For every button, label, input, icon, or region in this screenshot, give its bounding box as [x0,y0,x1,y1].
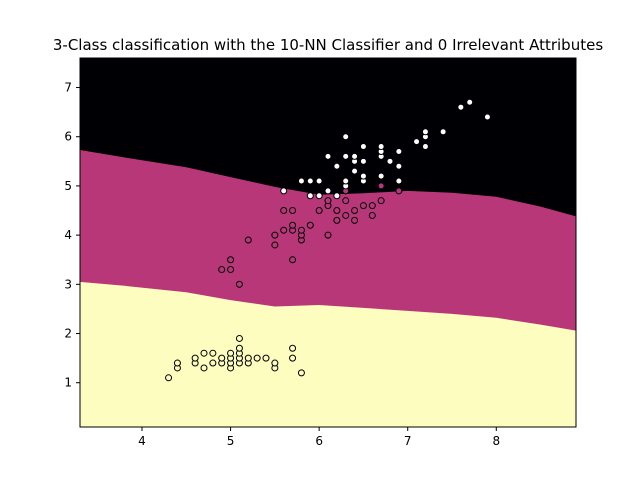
point-class-2 [439,128,447,136]
point-class-0 [227,349,235,357]
point-class-1 [289,256,297,264]
data-points [165,98,491,382]
point-class-1 [280,226,288,234]
point-class-2 [342,133,350,141]
x-axis: 4 5 6 7 8 [138,427,500,448]
point-class-2 [359,157,367,165]
point-class-2 [297,177,305,185]
point-class-1 [342,211,350,219]
point-class-2 [351,152,359,160]
point-class-1 [368,211,376,219]
point-class-2 [377,143,385,151]
point-class-1 [342,197,350,205]
point-class-2 [315,177,323,185]
point-class-1 [377,182,385,190]
point-class-0 [297,369,305,377]
y-tick-label: 3 [64,277,72,291]
x-tick-label: 8 [492,434,500,448]
point-class-1 [359,202,367,210]
point-class-0 [191,354,199,362]
y-tick-label: 6 [64,130,72,144]
point-class-1 [333,216,341,224]
point-class-1 [324,231,332,239]
y-tick-label: 1 [64,376,72,390]
point-class-0 [200,349,208,357]
point-class-2 [386,157,394,165]
point-class-2 [395,177,403,185]
point-class-1 [244,236,252,244]
point-class-0 [262,354,270,362]
point-class-1 [227,266,235,274]
x-tick-label: 4 [138,434,146,448]
point-class-0 [289,344,297,352]
point-class-0 [209,349,217,357]
point-class-2 [324,152,332,160]
point-class-2 [466,98,474,106]
y-tick-label: 5 [64,179,72,193]
point-class-2 [342,177,350,185]
point-class-1 [289,221,297,229]
point-class-1 [377,197,385,205]
point-class-2 [359,172,367,180]
point-class-1 [395,187,403,195]
point-class-1 [333,207,341,215]
point-class-0 [218,354,226,362]
y-tick-label: 4 [64,228,72,242]
point-class-0 [209,359,217,367]
point-class-0 [235,344,243,352]
point-class-2 [306,177,314,185]
chart-title: 3-Class classification with the 10-NN Cl… [53,36,603,54]
point-class-2 [333,162,341,170]
point-class-2 [483,113,491,121]
point-class-2 [280,187,288,195]
point-class-2 [421,143,429,151]
point-class-2 [315,192,323,200]
point-class-1 [324,197,332,205]
point-class-2 [413,138,421,146]
point-class-1 [297,226,305,234]
point-class-2 [333,192,341,200]
point-class-2 [324,187,332,195]
y-tick-label: 7 [64,81,72,95]
point-class-1 [306,221,314,229]
point-class-0 [165,374,173,382]
point-class-2 [342,152,350,160]
y-tick-label: 2 [64,327,72,341]
point-class-0 [244,354,252,362]
point-class-1 [218,266,226,274]
point-class-1 [368,202,376,210]
point-class-1 [271,241,279,249]
point-class-0 [289,354,297,362]
point-class-1 [271,231,279,239]
region-class-0 [80,281,576,427]
point-class-2 [377,172,385,180]
point-class-1 [351,216,359,224]
y-axis: 1 2 3 4 5 6 7 [64,81,80,390]
point-class-1 [280,207,288,215]
point-class-2 [457,103,465,111]
point-class-2 [306,192,314,200]
point-class-1 [289,207,297,215]
x-tick-label: 7 [404,434,412,448]
point-class-2 [421,128,429,136]
point-class-0 [173,359,181,367]
point-class-2 [351,167,359,175]
point-class-2 [395,147,403,155]
decision-regions [80,58,576,427]
point-class-0 [271,359,279,367]
plot-frame [79,57,577,428]
point-class-2 [395,162,403,170]
point-class-2 [359,143,367,151]
point-class-1 [315,207,323,215]
point-class-0 [253,354,261,362]
point-class-1 [227,256,235,264]
point-class-1 [235,280,243,288]
point-class-0 [200,364,208,372]
x-tick-label: 5 [227,434,235,448]
point-class-0 [235,334,243,342]
point-class-1 [351,207,359,215]
x-tick-label: 6 [315,434,323,448]
